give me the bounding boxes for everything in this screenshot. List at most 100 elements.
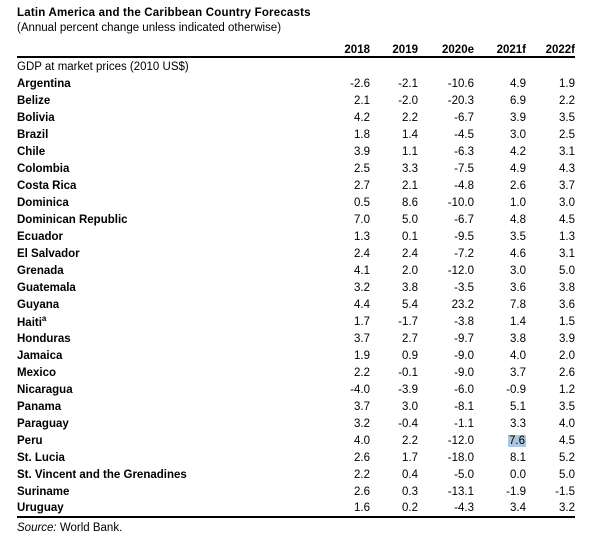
value-cell: 2.6 <box>354 485 370 498</box>
country-name: Brazil <box>17 128 49 141</box>
table-row: Guyana 4.4 5.4 23.2 7.8 3.6 <box>17 296 575 313</box>
value-cell: -5.0 <box>454 468 474 481</box>
source-note: Source: World Bank. <box>17 521 592 536</box>
country-name: St. Lucia <box>17 451 65 464</box>
country-name: Haitia <box>17 314 47 329</box>
value-cell: 5.0 <box>559 264 575 277</box>
table-row: Panama 3.7 3.0 -8.1 5.1 3.5 <box>17 398 575 415</box>
value-cell: -9.0 <box>454 366 474 379</box>
value-cell: 2.5 <box>559 128 575 141</box>
value-cell: -3.8 <box>454 315 474 328</box>
value-cell: 4.0 <box>510 349 526 362</box>
value-cell: 7.8 <box>510 298 526 311</box>
value-cell: 2.6 <box>354 451 370 464</box>
value-cell: 3.0 <box>510 264 526 277</box>
value-cell: -4.0 <box>350 383 370 396</box>
country-name: Guatemala <box>17 281 76 294</box>
country-name: Bolivia <box>17 111 55 124</box>
value-cell: -4.3 <box>418 500 474 518</box>
value-cell: 0.1 <box>402 230 418 243</box>
value-cell: 1.0 <box>510 196 526 209</box>
value-cell: 3.5 <box>510 230 526 243</box>
year-column-header: 2020e <box>418 38 474 58</box>
value-cell: 3.0 <box>559 196 575 209</box>
value-cell: -0.1 <box>398 366 418 379</box>
value-cell: 3.9 <box>510 111 526 124</box>
value-cell: 1.2 <box>559 383 575 396</box>
source-label: Source: <box>17 522 57 534</box>
year-column-header: 2021f <box>474 38 526 58</box>
value-cell: -9.0 <box>454 349 474 362</box>
value-cell: 4.0 <box>559 417 575 430</box>
value-cell: 3.2 <box>526 500 575 518</box>
value-cell: -0.9 <box>506 383 526 396</box>
value-cell: 5.0 <box>559 468 575 481</box>
table-row: Chile 3.9 1.1 -6.3 4.2 3.1 <box>17 143 575 160</box>
country-name: St. Vincent and the Grenadines <box>17 468 187 481</box>
value-cell: 5.1 <box>510 400 526 413</box>
table-row: Suriname 2.6 0.3 -13.1 -1.9 -1.5 <box>17 483 575 500</box>
value-cell: 4.5 <box>559 213 575 226</box>
table-row: St. Vincent and the Grenadines 2.2 0.4 -5.0… <box>17 466 575 483</box>
value-cell: 2.2 <box>354 366 370 379</box>
country-name: Uruguay <box>17 500 321 518</box>
value-cell: -13.1 <box>447 485 474 498</box>
value-cell: 3.5 <box>559 111 575 124</box>
value-cell: -12.0 <box>447 434 474 447</box>
value-cell: 0.0 <box>510 468 526 481</box>
value-cell: 3.2 <box>354 281 370 294</box>
table-row: Jamaica 1.9 0.9 -9.0 4.0 2.0 <box>17 347 575 364</box>
country-name: Suriname <box>17 485 70 498</box>
value-cell: 7.0 <box>354 213 370 226</box>
value-cell: 0.9 <box>402 349 418 362</box>
value-cell: 4.2 <box>510 145 526 158</box>
value-cell: -1.5 <box>555 485 575 498</box>
country-name: Paraguay <box>17 417 69 430</box>
value-cell: 1.3 <box>354 230 370 243</box>
value-cell: 3.1 <box>559 247 575 260</box>
country-name: Argentina <box>17 77 71 90</box>
value-cell: 4.5 <box>559 434 575 447</box>
value-cell: 3.8 <box>402 281 418 294</box>
value-cell: -18.0 <box>447 451 474 464</box>
table-row: Costa Rica 2.7 2.1 -4.8 2.6 3.7 <box>17 177 575 194</box>
table-row: Ecuador 1.3 0.1 -9.5 3.5 1.3 <box>17 228 575 245</box>
value-cell: 5.2 <box>559 451 575 464</box>
value-cell: 2.6 <box>510 179 526 192</box>
country-name: Panama <box>17 400 62 413</box>
value-cell: 2.2 <box>402 434 418 447</box>
table-row: Brazil 1.8 1.4 -4.5 3.0 2.5 <box>17 126 575 143</box>
value-cell: 3.8 <box>510 332 526 345</box>
value-cell: 2.0 <box>402 264 418 277</box>
table-row: Dominican Republic 7.0 5.0 -6.7 4.8 4.5 <box>17 211 575 228</box>
section-label: GDP at market prices (2010 US$) <box>17 60 189 73</box>
value-cell: 4.3 <box>559 162 575 175</box>
table-row: Paraguay 3.2 -0.4 -1.1 3.3 4.0 <box>17 415 575 432</box>
value-cell: 3.7 <box>354 332 370 345</box>
country-name: Belize <box>17 94 51 107</box>
value-cell: -1.1 <box>454 417 474 430</box>
section-row: GDP at market prices (2010 US$) <box>17 57 575 75</box>
value-cell: 3.3 <box>402 162 418 175</box>
table-row: Guatemala 3.2 3.8 -3.5 3.6 3.8 <box>17 279 575 296</box>
country-name: Dominica <box>17 196 69 209</box>
table-row: Belize 2.1 -2.0 -20.3 6.9 2.2 <box>17 92 575 109</box>
value-cell: 2.1 <box>402 179 418 192</box>
country-name: Ecuador <box>17 230 64 243</box>
value-cell: 2.2 <box>354 468 370 481</box>
value-cell: 3.2 <box>354 417 370 430</box>
table-row: Uruguay 1.6 0.2 -4.3 3.4 3.2 <box>17 500 575 518</box>
value-cell: -6.3 <box>454 145 474 158</box>
value-cell: 1.8 <box>354 128 370 141</box>
table-row: Honduras 3.7 2.7 -9.7 3.8 3.9 <box>17 330 575 347</box>
value-cell: 2.0 <box>559 349 575 362</box>
value-cell: 3.9 <box>354 145 370 158</box>
value-cell: 4.2 <box>354 111 370 124</box>
country-name: Mexico <box>17 366 56 379</box>
country-column-header <box>17 38 321 58</box>
value-cell: 4.1 <box>354 264 370 277</box>
value-cell: 4.0 <box>354 434 370 447</box>
value-cell: 3.6 <box>510 281 526 294</box>
value-cell: -10.0 <box>447 196 474 209</box>
value-cell: 3.0 <box>402 400 418 413</box>
